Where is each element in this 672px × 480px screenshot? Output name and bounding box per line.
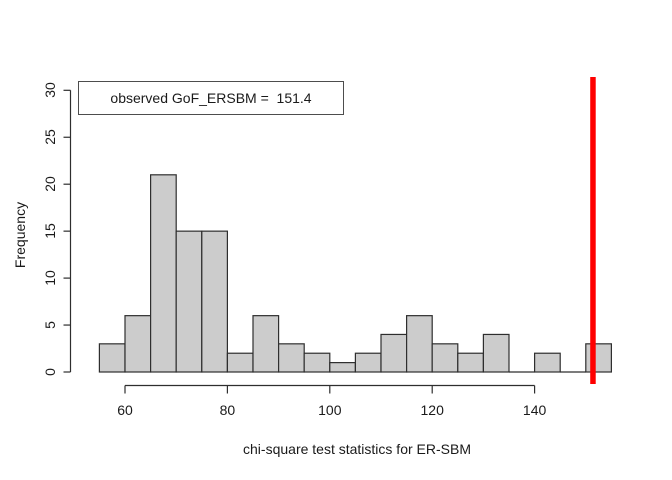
histogram-bar [98,343,126,373]
histogram-bar [252,315,280,373]
histogram-bar [406,315,433,373]
x-tick-label: 100 [318,402,342,418]
legend-label: observed GoF_ERSBM = 151.4 [110,90,312,106]
histogram-bar [303,352,331,373]
y-axis-title: Frequency [12,201,28,269]
x-tick-label: 80 [219,402,236,418]
x-axis-title: chi-square test statistics for ER-SBM [243,441,471,457]
x-tick-label: 120 [420,402,444,418]
y-tick-label: 10 [42,270,58,286]
x-tick-label: 60 [117,402,133,418]
histogram-bar [124,315,152,373]
histogram-bar [354,352,382,373]
y-tick-label: 25 [42,129,58,146]
histogram-bar [457,352,484,373]
histogram-bar [150,174,177,373]
histogram-bar [329,362,356,373]
histogram-bar [482,333,510,373]
y-tick-label: 20 [42,176,58,192]
histogram-bar [380,333,408,373]
y-tick-label: 0 [42,368,58,376]
y-tick-label: 5 [42,321,58,329]
legend-box: observed GoF_ERSBM = 151.4 [78,81,344,115]
histogram-bar [431,343,459,373]
histogram-bar [278,343,305,373]
histogram-bar [201,230,229,373]
y-tick-label: 30 [42,82,58,99]
histogram-bar [175,230,203,373]
x-tick-label: 140 [522,402,547,418]
histogram-bar [226,352,254,373]
y-tick-label: 15 [42,223,58,239]
histogram-bar [533,352,561,373]
histogram-bar [585,343,612,373]
